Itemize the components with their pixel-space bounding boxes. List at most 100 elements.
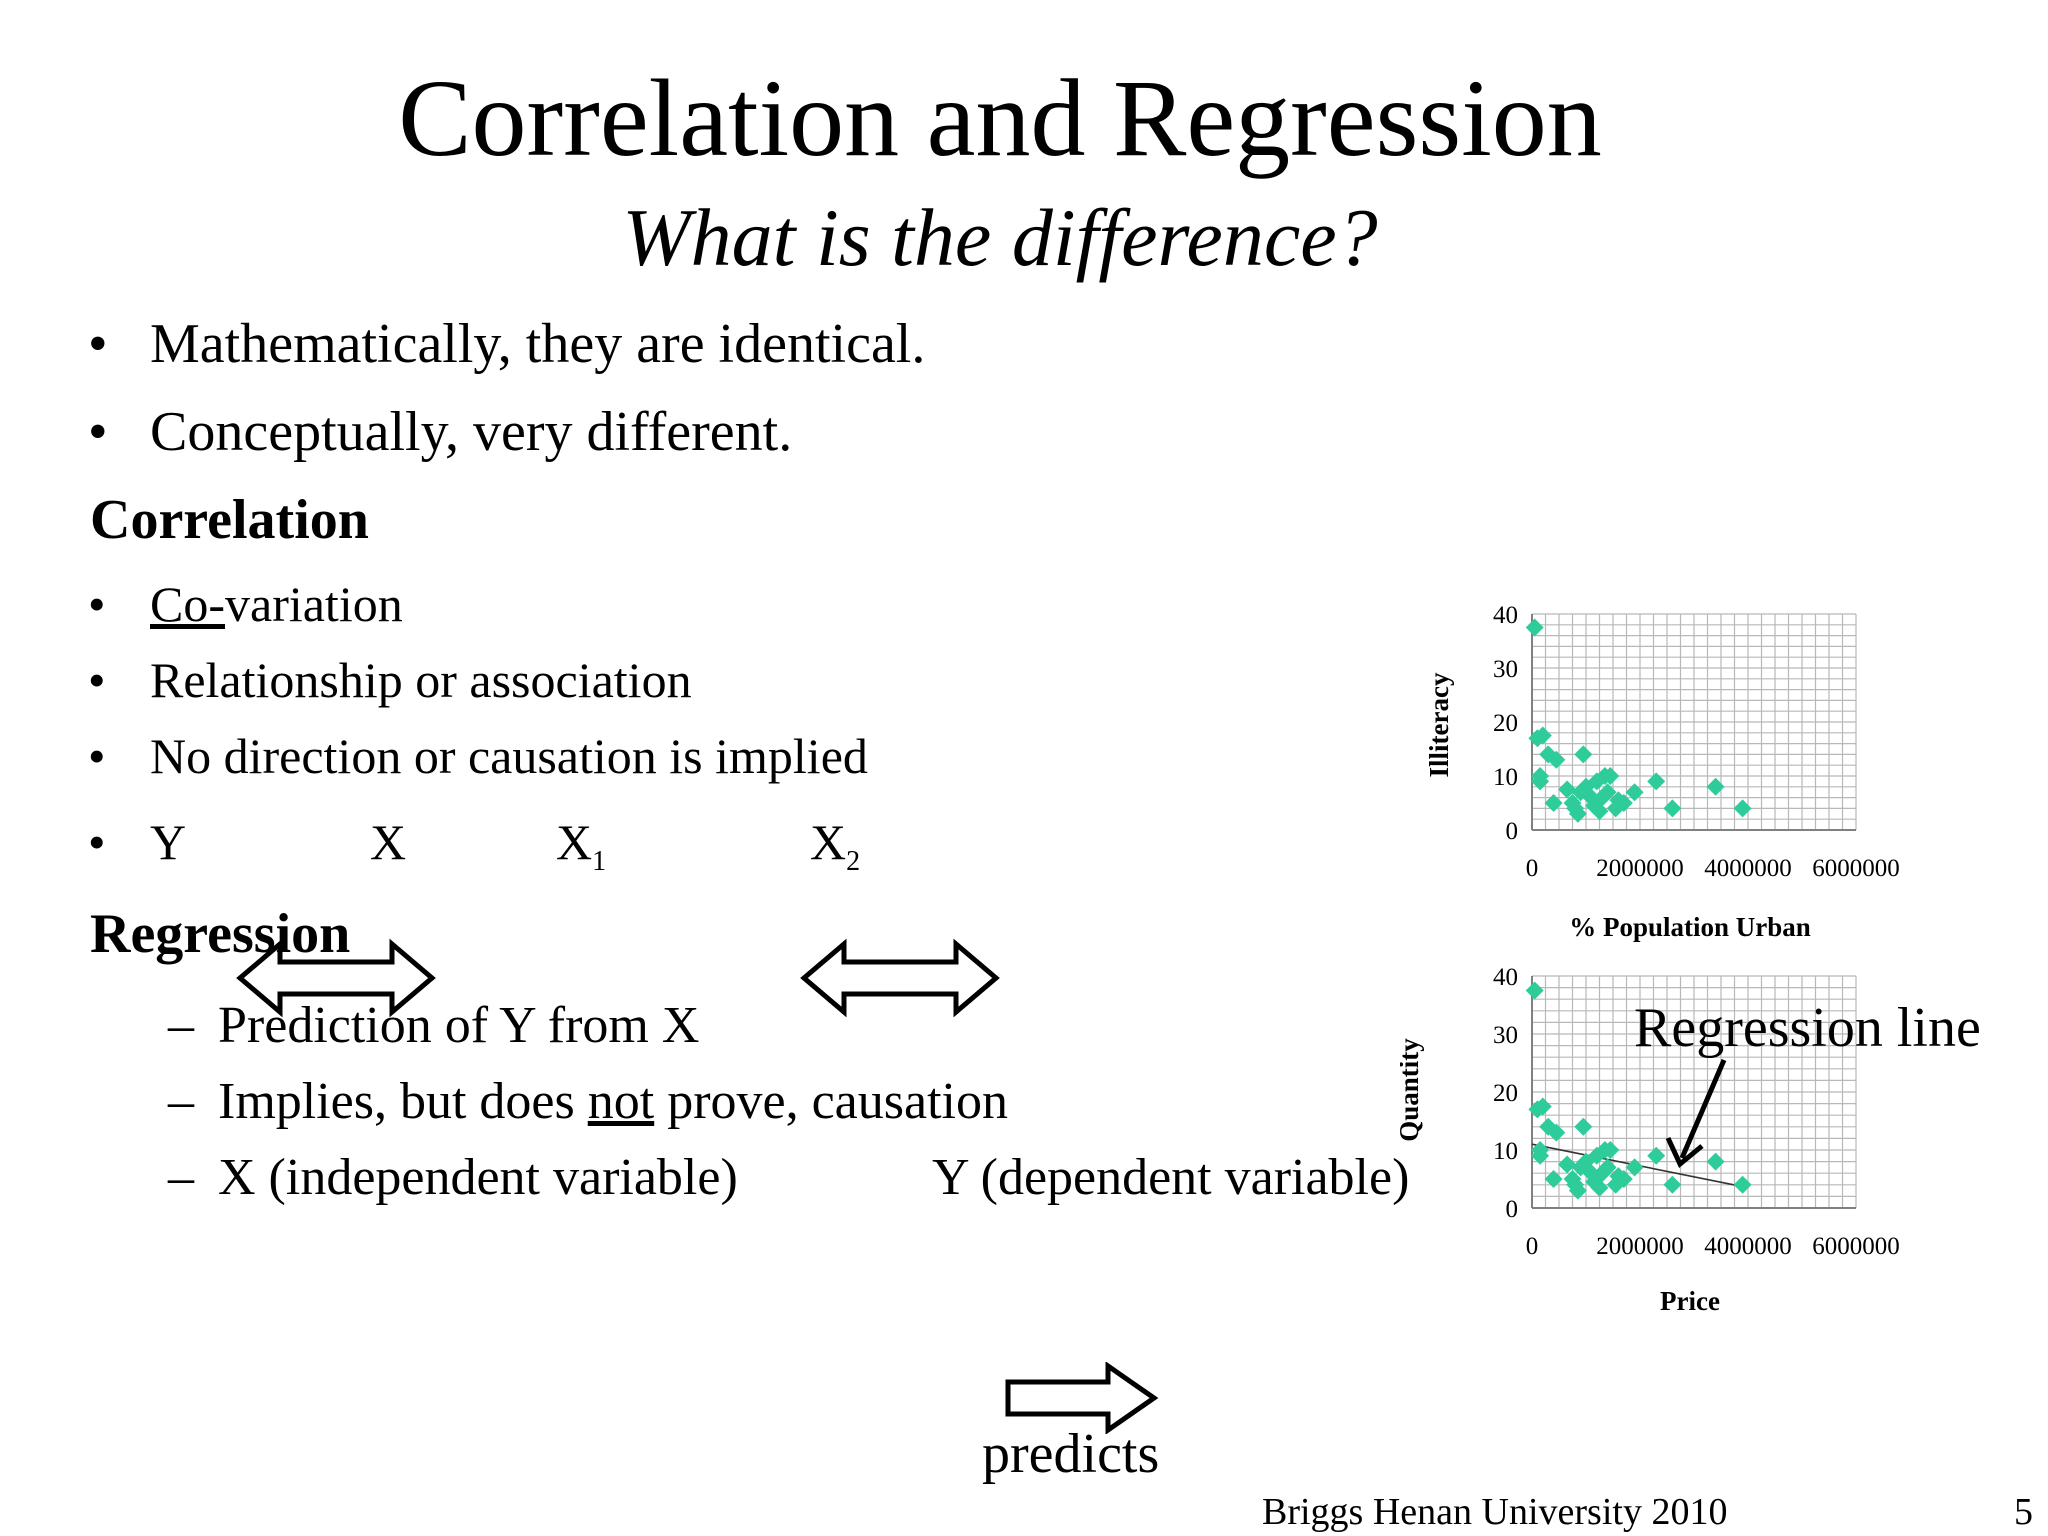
y-tick-label: 0 <box>1506 1196 1519 1223</box>
var-x1-subscript: 1 <box>592 846 607 877</box>
y-tick-label: 30 <box>1493 656 1518 683</box>
y-tick-label: 40 <box>1493 964 1518 991</box>
data-point <box>1625 783 1644 802</box>
data-point <box>1598 1158 1617 1177</box>
data-point <box>1558 1155 1577 1174</box>
chart-2-plot: 0 10 20 30 40 0 2000000 4000000 6000000 <box>1493 964 1900 1260</box>
bullet-dot: • <box>88 814 106 870</box>
data-point <box>1533 726 1552 745</box>
predicts-label: predicts <box>982 1423 1160 1485</box>
dependent-variable-text: Y (dependent variable) <box>932 1149 1410 1206</box>
data-point <box>1568 1181 1587 1200</box>
x-tick-label: 4000000 <box>1704 855 1792 882</box>
data-point <box>1544 1170 1563 1188</box>
correlation-bullet-2-text: Relationship or association <box>150 652 692 708</box>
data-point <box>1601 1141 1620 1159</box>
data-point <box>1574 1117 1593 1136</box>
y-tick-label: 20 <box>1493 1080 1518 1107</box>
data-point <box>1590 802 1609 821</box>
scatter-chart-2: 0 10 20 30 40 0 2000000 4000000 6000000 Price Qu… <box>1400 964 1900 1316</box>
intro-bullet-2-text: Conceptually, very different. <box>150 401 793 463</box>
data-point <box>1531 1146 1550 1165</box>
y-tick-label: 20 <box>1493 710 1518 737</box>
correlation-heading: Correlation <box>90 489 369 551</box>
y-tick-label: 40 <box>1493 602 1518 629</box>
data-point <box>1525 618 1544 637</box>
chart-2-x-axis-label: Price <box>1660 1286 1720 1316</box>
data-point <box>1533 1097 1552 1116</box>
data-point <box>1647 1146 1666 1165</box>
chart-1-x-axis-label: % Population Urban <box>1569 912 1811 942</box>
data-point <box>1547 1123 1566 1142</box>
chart-1-plot: 0 10 20 30 40 0 2000000 4000000 6000000 <box>1493 602 1900 882</box>
data-point <box>1558 780 1577 799</box>
y-tick-label: 10 <box>1493 1138 1518 1165</box>
var-x2-subscript: 2 <box>846 846 861 877</box>
data-point <box>1625 1158 1644 1177</box>
correlation-bullet-3-text: No direction or causation is implied <box>150 728 868 784</box>
slide-title: Correlation and Regression <box>398 57 1602 179</box>
footer-credit: Briggs Henan University 2010 <box>1262 1491 1728 1533</box>
x-tick-label: 6000000 <box>1812 1233 1900 1260</box>
dash: – <box>168 997 194 1054</box>
bullet-dot: • <box>88 728 106 784</box>
data-point <box>1733 799 1752 818</box>
independent-variable-text: X (independent variable) <box>218 1149 738 1206</box>
dash: – <box>168 1149 194 1206</box>
regression-item-1-text: Prediction of Y from X <box>218 997 700 1054</box>
data-point <box>1531 772 1550 791</box>
data-point <box>1547 750 1566 769</box>
data-point <box>1601 767 1620 785</box>
chart-1-y-axis-label: Illiteracy <box>1424 672 1454 777</box>
regression-heading: Regression <box>90 903 351 965</box>
data-point <box>1609 791 1628 810</box>
double-arrow-icon <box>800 938 1000 1018</box>
intro-bullet-1-text: Mathematically, they are identical. <box>150 313 926 375</box>
x-tick-label: 0 <box>1526 1233 1539 1260</box>
co-prefix: Co- <box>150 576 225 632</box>
page-number: 5 <box>2014 1491 2033 1533</box>
data-point <box>1544 794 1563 812</box>
data-point <box>1568 804 1587 823</box>
x-tick-label: 0 <box>1526 855 1539 882</box>
data-point <box>1706 1152 1725 1171</box>
bullet-dot: • <box>88 401 108 463</box>
data-point <box>1663 799 1682 818</box>
bullet-dot: • <box>88 576 106 632</box>
data-point <box>1609 1167 1628 1186</box>
right-arrow-icon <box>1005 1362 1159 1434</box>
scatter-chart-1: 0 10 20 30 40 0 2000000 4000000 6000000 % Popula… <box>1424 602 1900 942</box>
y-tick-label: 10 <box>1493 764 1518 791</box>
variation-text: variation <box>225 576 403 632</box>
data-point <box>1647 772 1666 791</box>
dash: – <box>168 1073 194 1130</box>
data-point <box>1525 981 1544 1000</box>
data-point <box>1593 1164 1612 1183</box>
var-x2: X2 <box>810 814 861 877</box>
chart-2-y-axis-label: Quantity <box>1400 1038 1424 1142</box>
data-point <box>1590 1178 1609 1197</box>
x-tick-label: 2000000 <box>1596 855 1684 882</box>
data-point <box>1663 1175 1682 1194</box>
bullet-dot: • <box>88 313 108 375</box>
y-tick-label: 30 <box>1493 1022 1518 1049</box>
double-arrow-icon <box>236 938 436 1018</box>
x-tick-label: 6000000 <box>1812 855 1900 882</box>
var-x: X <box>370 814 407 870</box>
data-point <box>1574 745 1593 764</box>
not-underlined: not <box>587 1073 655 1130</box>
data-point <box>1598 783 1617 802</box>
pointer-arrow-icon <box>1665 1059 1727 1168</box>
y-tick-label: 0 <box>1506 818 1519 845</box>
x-tick-label: 2000000 <box>1596 1233 1684 1260</box>
x-tick-label: 4000000 <box>1704 1233 1792 1260</box>
var-x1: X1 <box>556 814 607 877</box>
regression-line-label: Regression line <box>1634 997 1981 1059</box>
data-point <box>1593 788 1612 807</box>
data-point <box>1706 777 1725 796</box>
slide-subtitle: What is the difference? <box>622 192 1378 283</box>
var-y: Y <box>150 814 187 870</box>
bullet-dot: • <box>88 652 106 708</box>
data-point <box>1587 772 1606 791</box>
data-point <box>1733 1175 1752 1194</box>
